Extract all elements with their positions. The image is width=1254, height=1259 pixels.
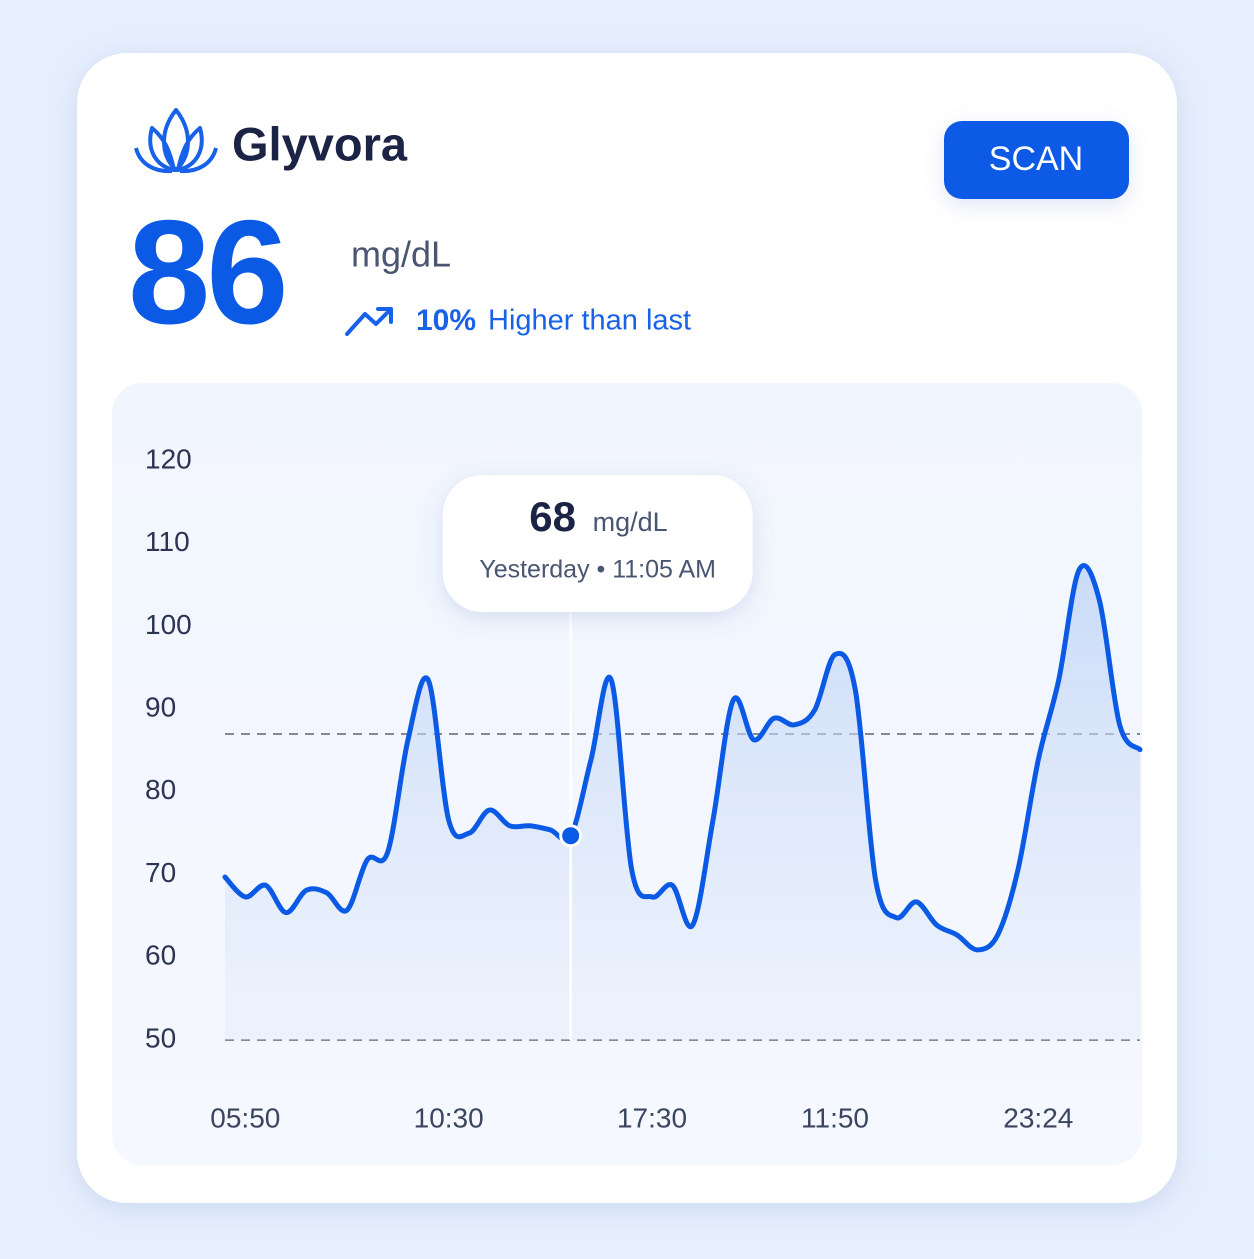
area [225, 565, 1140, 1040]
x-tick-label: 11:50 [801, 1102, 869, 1133]
chart: 50 60 70 80 90 100 110 120 05:50 10:30 17:30 11:50 2… [145, 443, 1143, 1133]
y-tick-label: 50 [145, 1022, 176, 1053]
trend-icon [345, 307, 393, 336]
y-tick-label: 120 [145, 443, 192, 474]
x-tick-label: 23:24 [1003, 1102, 1073, 1133]
app-name: Glyvora [232, 117, 408, 170]
tooltip-unit: mg/dL [593, 507, 668, 537]
highlight-point [559, 824, 583, 848]
scan-button[interactable] [944, 121, 1129, 199]
y-tick-label: 70 [145, 857, 176, 888]
reading-value: 86 [128, 190, 285, 355]
change-text: Higher than last [488, 305, 691, 337]
y-tick-label: 90 [145, 692, 176, 723]
y-tick-label: 60 [145, 940, 176, 971]
x-tick-label: 17:30 [617, 1102, 687, 1133]
x-tick-label: 05:50 [210, 1102, 280, 1133]
reading-unit: mg/dL [351, 234, 451, 275]
x-tick-label: 10:30 [414, 1102, 484, 1133]
tooltip-time: Yesterday • 11:05 AM [479, 556, 716, 584]
line [222, 563, 1143, 953]
change-percent: 10% [416, 304, 476, 337]
logo-icon [134, 108, 218, 174]
scan-label[interactable]: SCAN [989, 140, 1083, 178]
y-tick-label: 100 [145, 609, 192, 640]
y-tick-label: 80 [145, 774, 176, 805]
tooltip-value: 68 [529, 493, 576, 540]
y-tick-label: 110 [145, 526, 190, 557]
tooltip [442, 475, 753, 612]
